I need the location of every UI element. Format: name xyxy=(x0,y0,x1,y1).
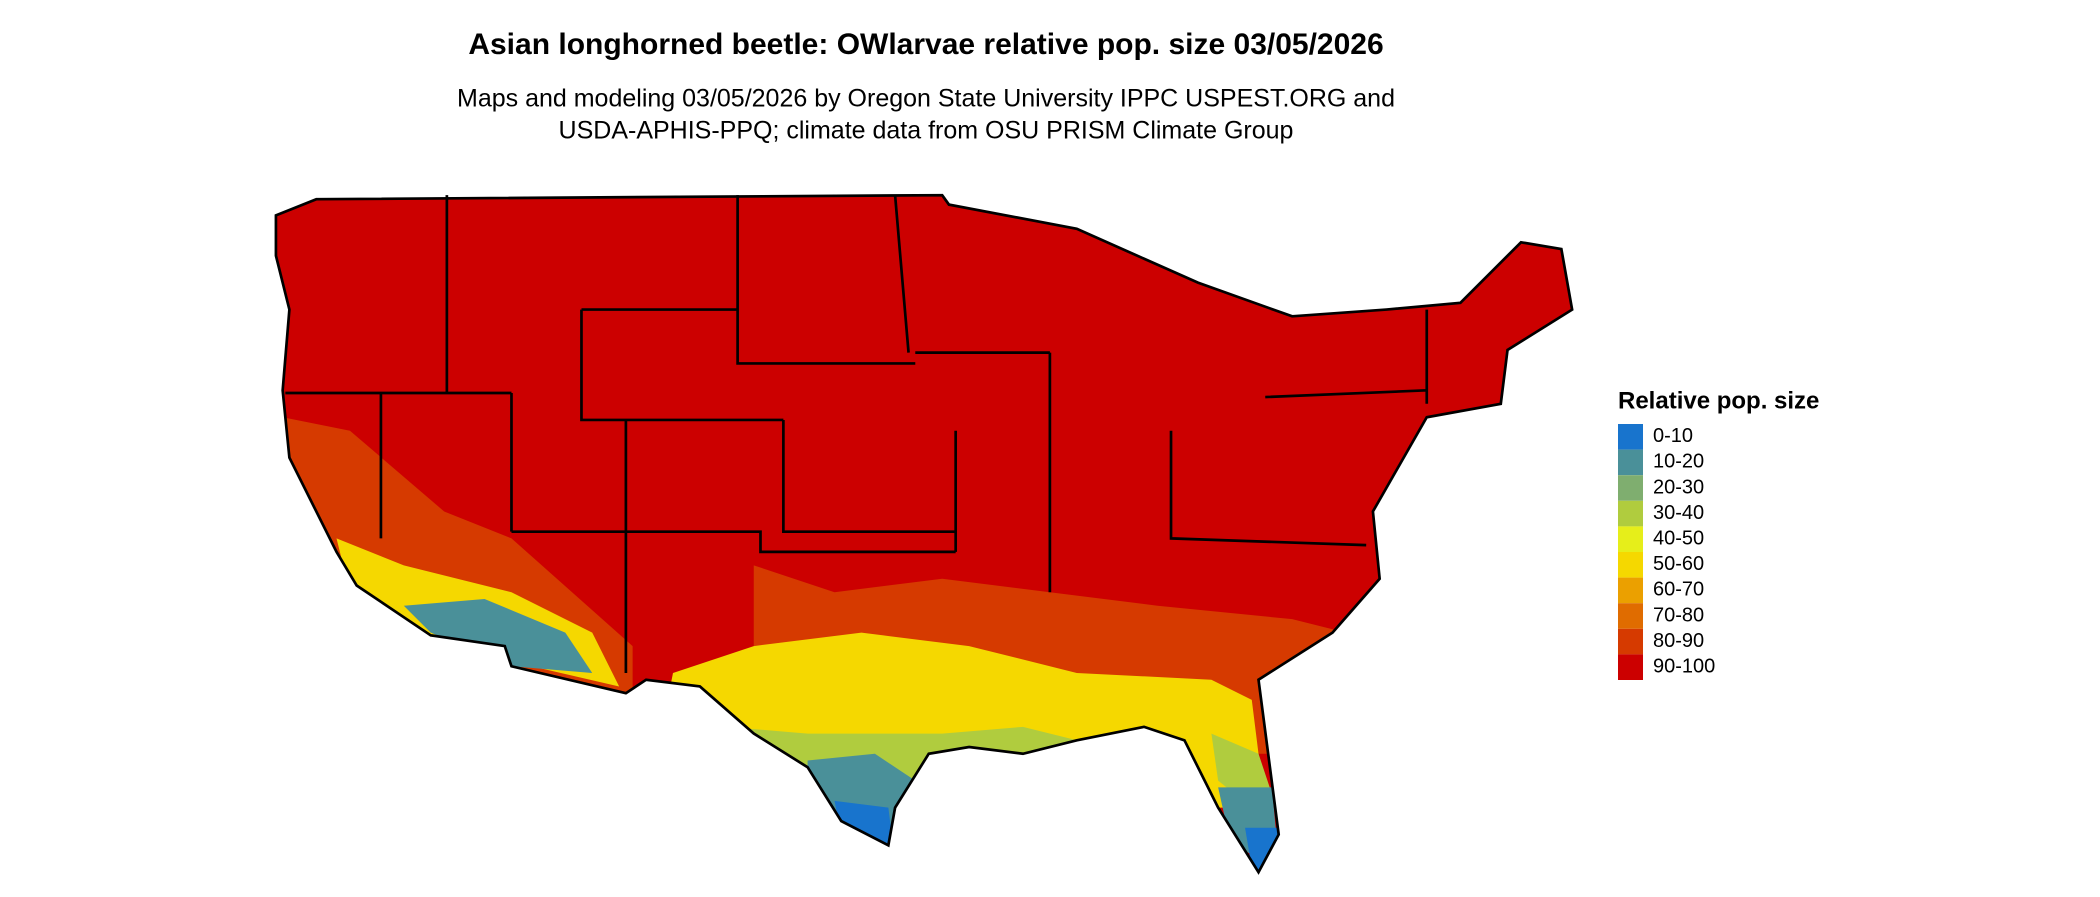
legend-label: 80-90 xyxy=(1653,630,1704,652)
legend: 0-10 10-20 20-30 30-40 40-50 50-60 60-70 70-80 8… xyxy=(1618,424,1715,680)
legend-label: 20-30 xyxy=(1653,476,1704,498)
legend-label: 60-70 xyxy=(1653,579,1704,601)
legend-swatch xyxy=(1618,500,1643,527)
state-borders xyxy=(274,193,1574,874)
legend-swatch xyxy=(1618,654,1643,680)
legend-swatch xyxy=(1618,424,1643,450)
legend-swatch xyxy=(1618,552,1643,578)
legend-swatch xyxy=(1618,628,1643,655)
legend-swatch xyxy=(1618,475,1643,501)
subtitle: USDA-APHIS-PPQ; climate data from OSU PR… xyxy=(559,117,1294,145)
legend-label: 70-80 xyxy=(1653,604,1704,626)
legend-swatch xyxy=(1618,449,1643,476)
zone-0-10 xyxy=(834,800,896,862)
map-fill xyxy=(275,195,1573,873)
legend-title: Relative pop. size xyxy=(1618,387,1819,414)
legend-label: 50-60 xyxy=(1653,553,1704,575)
zone-10-20 xyxy=(403,598,593,673)
legend-swatch xyxy=(1618,603,1643,629)
legend-label: 0-10 xyxy=(1653,425,1693,447)
legend-swatch xyxy=(1618,577,1643,604)
us-map xyxy=(274,193,1574,874)
subtitle: Maps and modeling 03/05/2026 by Oregon S… xyxy=(457,85,1395,113)
legend-label: 10-20 xyxy=(1653,451,1704,473)
legend-swatch xyxy=(1618,526,1643,552)
legend-label: 90-100 xyxy=(1653,655,1715,677)
legend-label: 30-40 xyxy=(1653,502,1704,524)
title: Asian longhorned beetle: OWlarvae relati… xyxy=(468,28,1383,61)
zone-30-40 xyxy=(726,726,1104,808)
legend-label: 40-50 xyxy=(1653,527,1704,549)
